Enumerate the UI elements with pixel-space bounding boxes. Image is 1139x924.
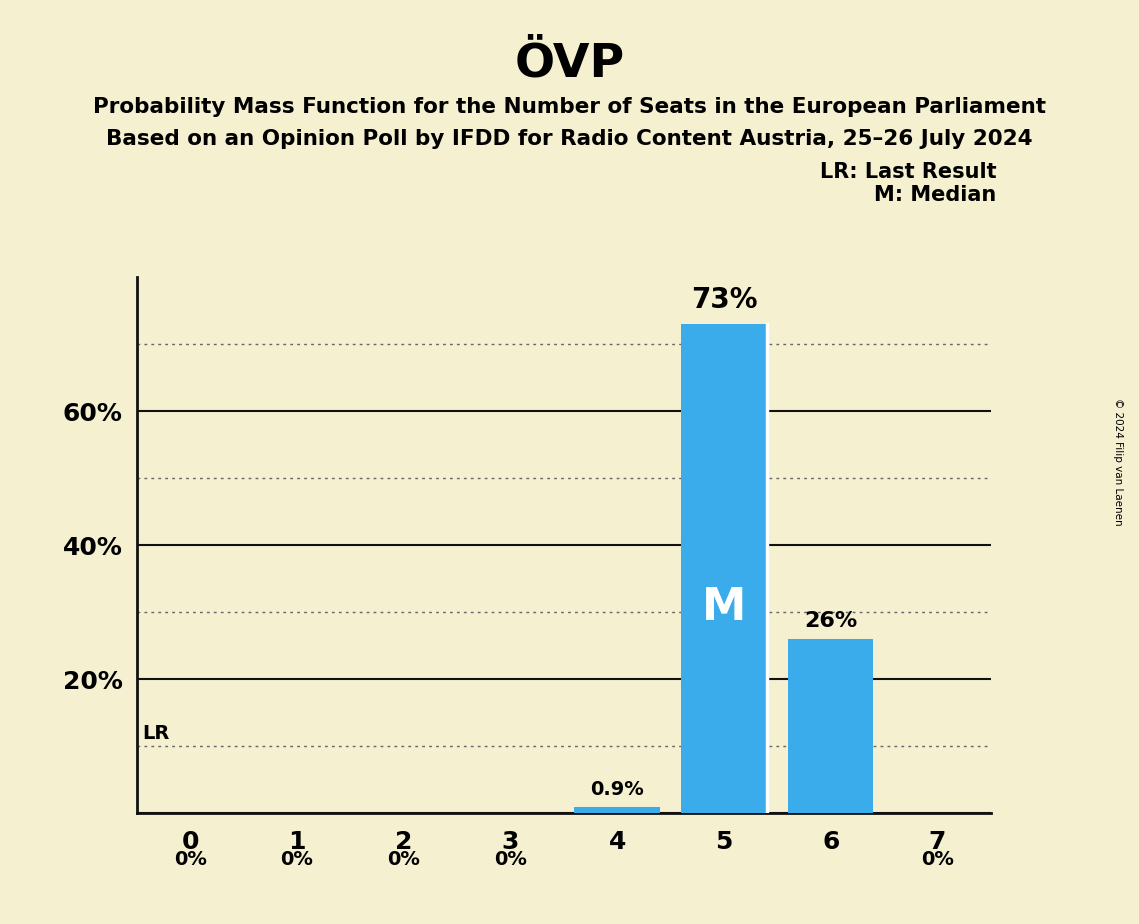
Text: M: M — [702, 586, 746, 629]
Text: ÖVP: ÖVP — [515, 42, 624, 87]
Text: LR: LR — [142, 723, 170, 743]
Text: 0%: 0% — [173, 850, 206, 869]
Text: Probability Mass Function for the Number of Seats in the European Parliament: Probability Mass Function for the Number… — [93, 97, 1046, 117]
Text: 73%: 73% — [690, 286, 757, 314]
Text: 26%: 26% — [804, 611, 858, 631]
Text: © 2024 Filip van Laenen: © 2024 Filip van Laenen — [1114, 398, 1123, 526]
Bar — [788, 639, 874, 813]
Bar — [681, 324, 767, 813]
Text: 0.9%: 0.9% — [590, 780, 644, 799]
Text: 0%: 0% — [280, 850, 313, 869]
Text: 0%: 0% — [387, 850, 420, 869]
Text: 0%: 0% — [921, 850, 954, 869]
Bar — [574, 807, 659, 813]
Text: Based on an Opinion Poll by IFDD for Radio Content Austria, 25–26 July 2024: Based on an Opinion Poll by IFDD for Rad… — [106, 129, 1033, 150]
Text: 0%: 0% — [494, 850, 527, 869]
Text: M: Median: M: Median — [875, 185, 997, 205]
Text: LR: Last Result: LR: Last Result — [820, 162, 997, 182]
